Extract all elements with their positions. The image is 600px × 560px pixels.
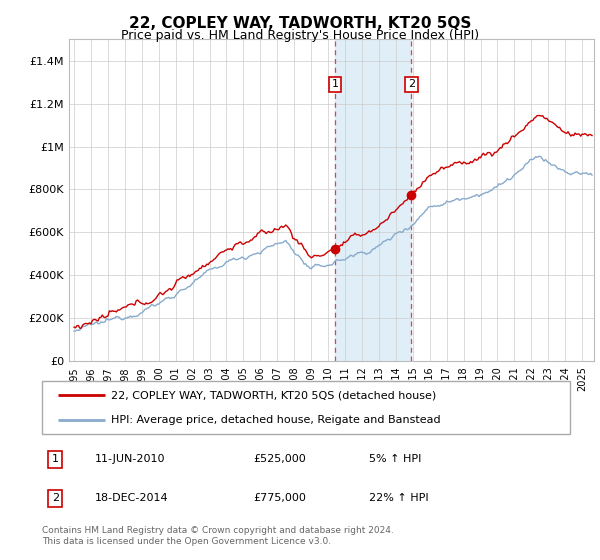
Text: 22, COPLEY WAY, TADWORTH, KT20 5QS: 22, COPLEY WAY, TADWORTH, KT20 5QS <box>129 16 471 31</box>
Text: 22% ↑ HPI: 22% ↑ HPI <box>370 493 429 503</box>
Text: 1: 1 <box>332 80 338 89</box>
Bar <box>335 39 412 361</box>
Text: HPI: Average price, detached house, Reigate and Banstead: HPI: Average price, detached house, Reig… <box>110 414 440 424</box>
FancyBboxPatch shape <box>42 381 570 434</box>
Text: 2: 2 <box>52 493 59 503</box>
Text: Contains HM Land Registry data © Crown copyright and database right 2024.
This d: Contains HM Land Registry data © Crown c… <box>42 526 394 546</box>
Text: 11-JUN-2010: 11-JUN-2010 <box>95 454 166 464</box>
Text: 5% ↑ HPI: 5% ↑ HPI <box>370 454 422 464</box>
Text: £525,000: £525,000 <box>253 454 306 464</box>
Text: 2: 2 <box>408 80 415 89</box>
Text: 1: 1 <box>52 454 59 464</box>
Text: 22, COPLEY WAY, TADWORTH, KT20 5QS (detached house): 22, COPLEY WAY, TADWORTH, KT20 5QS (deta… <box>110 390 436 400</box>
Text: £775,000: £775,000 <box>253 493 306 503</box>
Text: Price paid vs. HM Land Registry's House Price Index (HPI): Price paid vs. HM Land Registry's House … <box>121 29 479 42</box>
Text: 18-DEC-2014: 18-DEC-2014 <box>95 493 169 503</box>
